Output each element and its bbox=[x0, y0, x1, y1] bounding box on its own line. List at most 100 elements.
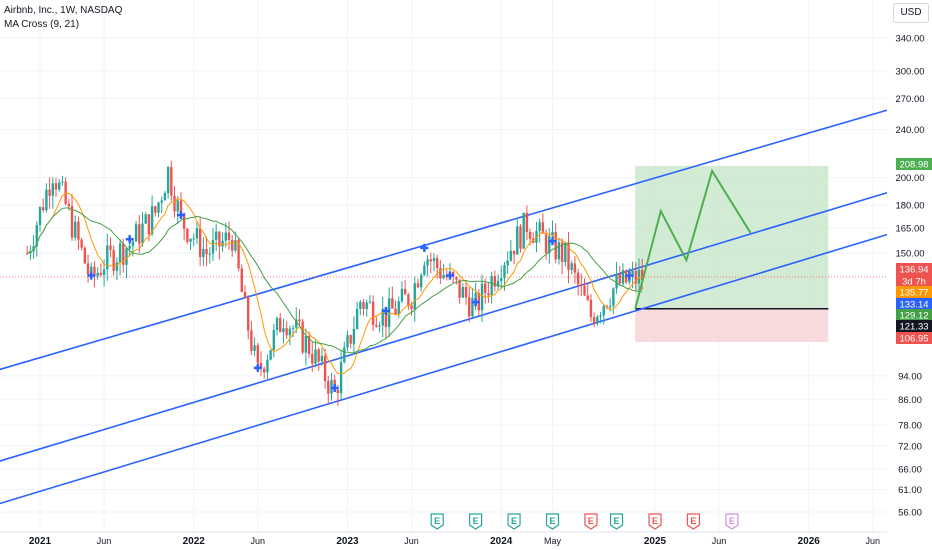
ma-cross-marker bbox=[420, 243, 429, 252]
candle-body bbox=[90, 266, 93, 275]
earnings-marker bbox=[648, 513, 662, 530]
time-tick-label: Jun bbox=[97, 536, 112, 546]
time-axis-background bbox=[0, 532, 932, 550]
candle-body bbox=[230, 239, 234, 251]
candle-body bbox=[458, 279, 461, 298]
time-tick-label: 2025 bbox=[644, 536, 667, 547]
candle-body bbox=[551, 231, 554, 236]
time-tick-label: 2022 bbox=[183, 536, 206, 547]
candle-body bbox=[631, 270, 634, 277]
earnings-marker bbox=[507, 513, 521, 530]
price-tick-label: 300.00 bbox=[895, 66, 924, 77]
candle-body bbox=[384, 308, 388, 327]
candle-body bbox=[141, 223, 144, 244]
candle-body bbox=[512, 250, 516, 255]
moving-averages bbox=[27, 192, 643, 375]
candle-body bbox=[320, 355, 324, 362]
candle-body bbox=[487, 293, 490, 296]
candle-body bbox=[381, 308, 384, 326]
price-tick-label: 61.00 bbox=[898, 485, 922, 496]
price-label-badge bbox=[896, 298, 932, 310]
projection-path bbox=[634, 168, 752, 310]
currency-button[interactable]: USD bbox=[893, 3, 929, 23]
earnings-marker bbox=[430, 513, 444, 530]
candle-body bbox=[269, 350, 272, 360]
candle-body bbox=[147, 214, 151, 235]
candle-body bbox=[288, 328, 292, 336]
candle-body bbox=[506, 260, 509, 266]
candle-body bbox=[544, 233, 548, 254]
candle-body bbox=[336, 389, 340, 394]
price-label-text: 208.98 bbox=[899, 160, 928, 171]
price-tick-label: 56.00 bbox=[898, 508, 922, 519]
symbol-title[interactable]: Airbnb, Inc., 1W, NASDAQ bbox=[4, 5, 123, 16]
channel-lines[interactable] bbox=[0, 107, 894, 508]
price-label-badge bbox=[896, 286, 932, 298]
candle-body bbox=[400, 288, 404, 302]
candle-body bbox=[599, 315, 602, 317]
candle-body bbox=[109, 245, 112, 250]
candle-body bbox=[375, 324, 378, 327]
candle-body bbox=[285, 328, 288, 336]
price-tick-label: 66.00 bbox=[898, 464, 922, 475]
earnings-marker-label: E bbox=[652, 516, 658, 526]
candle-body bbox=[243, 291, 247, 298]
price-label-badge bbox=[896, 309, 932, 321]
candle-body bbox=[32, 246, 35, 251]
candle-body bbox=[186, 228, 189, 242]
candle-body bbox=[218, 231, 221, 247]
ma-21-line bbox=[27, 207, 643, 354]
candle-body bbox=[343, 347, 346, 363]
candle-body bbox=[442, 275, 445, 279]
price-tick-label: 270.00 bbox=[895, 94, 924, 105]
candle-body bbox=[461, 287, 465, 298]
candle-body bbox=[51, 183, 55, 196]
candle-body bbox=[80, 239, 83, 248]
time-axis[interactable]: 2021 Jun 2022 Jun 2023 Jun 2024 May 2025 Jun 2026 J… bbox=[0, 531, 932, 550]
candle-body bbox=[407, 294, 410, 306]
candle-body bbox=[150, 206, 154, 235]
candle-body bbox=[528, 232, 532, 239]
candle-body bbox=[474, 293, 477, 298]
earnings-marker bbox=[545, 513, 560, 530]
channel-line-upper bbox=[0, 107, 894, 371]
price-tick-label: 340.00 bbox=[895, 34, 924, 45]
candle-body bbox=[86, 263, 90, 275]
earnings-marker-label: E bbox=[511, 516, 517, 526]
candle-body bbox=[240, 268, 243, 292]
candle-body bbox=[208, 253, 211, 255]
candle-body bbox=[355, 308, 359, 329]
candle-body bbox=[371, 301, 375, 325]
candle-body bbox=[54, 183, 58, 190]
candle-body bbox=[83, 247, 87, 264]
candle-body bbox=[576, 272, 580, 285]
candle-body bbox=[122, 243, 125, 265]
candle-body bbox=[435, 258, 439, 269]
ma-cross-marker bbox=[471, 298, 480, 307]
indicator-legend[interactable]: MA Cross (9, 21) bbox=[4, 19, 80, 30]
candle-body bbox=[419, 274, 423, 288]
price-label-text: 129.12 bbox=[899, 311, 928, 322]
ma-cross-marker bbox=[176, 210, 185, 219]
candle-body bbox=[416, 283, 420, 288]
candle-body bbox=[490, 276, 493, 296]
ma-cross-marker bbox=[548, 237, 557, 246]
earnings-marker-label: E bbox=[729, 516, 735, 526]
price-axis[interactable]: 340.00 300.00 270.00 240.00 200.00 180.00 165.… bbox=[887, 0, 932, 550]
price-label-badge bbox=[896, 320, 932, 332]
candle-body bbox=[170, 167, 173, 196]
candle-body bbox=[291, 327, 295, 329]
price-label-badge bbox=[896, 275, 932, 287]
candle-body bbox=[282, 328, 285, 333]
earnings-marker bbox=[469, 513, 483, 530]
ma-9-line bbox=[27, 192, 643, 375]
candle-body bbox=[102, 269, 106, 276]
candle-body bbox=[509, 250, 513, 261]
candle-body bbox=[323, 355, 327, 382]
candle-body bbox=[618, 274, 621, 284]
candle-body bbox=[589, 299, 593, 318]
candle-body bbox=[138, 224, 141, 244]
candle-body bbox=[301, 321, 304, 353]
